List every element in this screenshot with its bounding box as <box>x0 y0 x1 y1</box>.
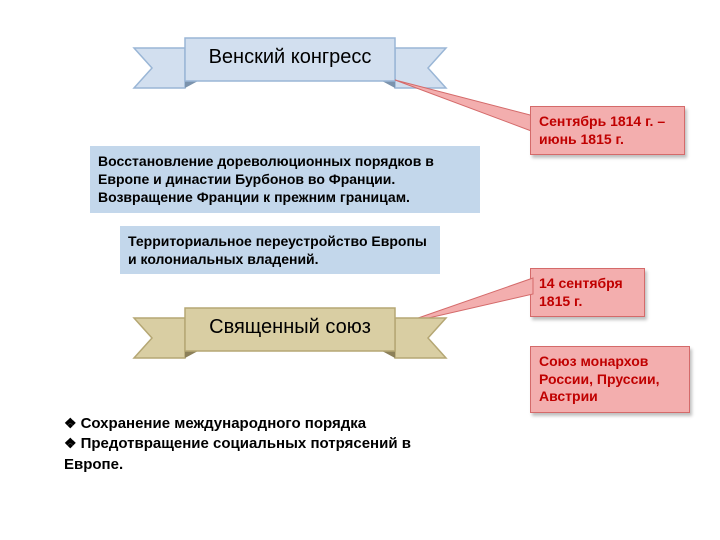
callout-monarchs: Союз монархов России, Пруссии, Австрии <box>530 346 690 413</box>
banner-alliance-title: Священный союз <box>185 316 395 339</box>
banner-alliance: Священный союз <box>130 298 450 372</box>
callout-monarchs-text: Союз монархов России, Пруссии, Австрии <box>539 353 659 404</box>
bullet-item-2: Предотвращение социальных потрясений в Е… <box>64 434 468 475</box>
bullet-box: Сохранение международного порядка Предот… <box>56 408 476 481</box>
bullet-item-1: Сохранение международного порядка <box>64 414 468 434</box>
